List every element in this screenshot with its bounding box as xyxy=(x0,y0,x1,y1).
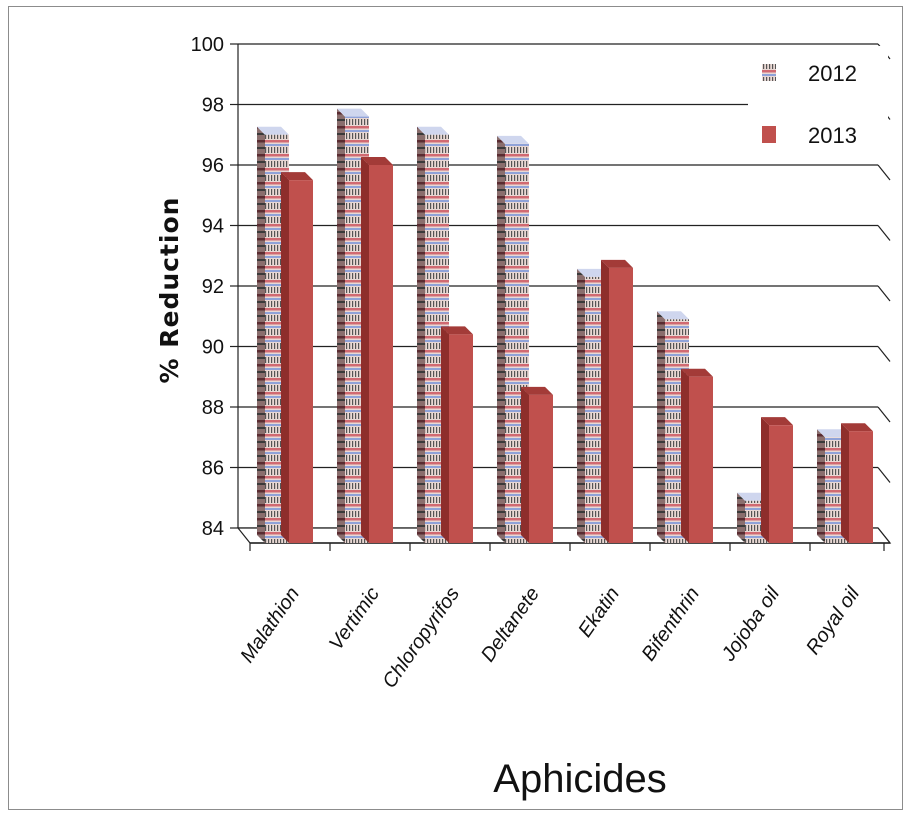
x-category-label: Chloropyrifos xyxy=(378,583,464,692)
bar-2013 xyxy=(369,165,393,543)
bar-2013-top xyxy=(601,259,633,268)
legend-swatch-2013 xyxy=(762,126,776,143)
bar-2013-side xyxy=(681,368,689,543)
gridline-depth xyxy=(877,225,891,241)
bar-2013 xyxy=(849,431,873,543)
y-tick-label: 96 xyxy=(202,155,224,177)
y-tick-label: 84 xyxy=(202,518,224,540)
y-tick-label: 94 xyxy=(202,216,224,238)
bar-2013-side xyxy=(601,259,609,543)
legend-label-2013: 2013 xyxy=(808,123,857,148)
x-category-label: Malathion xyxy=(236,583,304,667)
bar-2013-side xyxy=(841,423,849,543)
gridline-depth xyxy=(877,467,891,483)
y-tick-label: 98 xyxy=(202,95,224,117)
x-category-label: Vertimic xyxy=(325,583,384,654)
y-tick-label: 100 xyxy=(191,34,224,56)
bar-2012-side xyxy=(577,268,585,543)
bar-2012-top xyxy=(337,108,369,117)
bar-2012-side xyxy=(737,492,745,543)
bar-2013-top xyxy=(681,368,713,377)
bar-2012-top xyxy=(257,126,289,135)
bar-2013 xyxy=(609,267,633,543)
bar-2013-top xyxy=(281,172,313,181)
bar-2012-side xyxy=(657,311,665,543)
bar-2013 xyxy=(289,180,313,543)
x-category-label: Ekatin xyxy=(574,583,624,641)
bar-2013-top xyxy=(361,157,393,165)
gridline-depth xyxy=(877,285,891,302)
bar-2013-side xyxy=(441,326,449,543)
bar-2012-side xyxy=(497,135,505,543)
bar-2012-top xyxy=(417,126,449,135)
bar-2013-top xyxy=(841,423,873,432)
x-category-label: Jojoba oil xyxy=(717,583,784,666)
legend-label-2012: 2012 xyxy=(808,61,857,86)
x-category-label: Bifenthrin xyxy=(638,583,704,665)
legend-swatch-2012 xyxy=(762,64,776,81)
gridline-depth xyxy=(877,406,891,423)
bar-2012-side xyxy=(417,126,425,543)
bar-2012-top xyxy=(497,135,529,144)
bar-2013 xyxy=(449,334,473,543)
x-axis-label: Aphicides xyxy=(493,757,666,801)
x-category-label: Deltanete xyxy=(477,583,544,666)
bar-2013 xyxy=(769,425,793,543)
bar-2013-side xyxy=(361,157,369,543)
bar-2013-top xyxy=(441,326,473,335)
y-axis-label: % Reduction xyxy=(155,197,184,384)
bar-2013 xyxy=(529,394,553,543)
bar-2012-top xyxy=(657,311,689,320)
bar-2013-top xyxy=(521,386,553,395)
legend: 2012 2013 xyxy=(748,46,888,164)
bar-2013-side xyxy=(281,172,289,543)
bar-2012-side xyxy=(817,429,825,543)
bar-2012-side xyxy=(337,108,345,543)
gridline-depth xyxy=(877,346,891,362)
bar-2013-top xyxy=(761,417,793,426)
bar-2013-side xyxy=(521,386,529,543)
x-category-label: Royal oil xyxy=(802,583,864,659)
y-tick-label: 86 xyxy=(202,458,224,480)
bar-2013-side xyxy=(761,417,769,543)
gridline-depth xyxy=(877,164,891,181)
y-tick-label: 92 xyxy=(202,276,224,298)
y-tick-label: 90 xyxy=(202,337,224,359)
y-tick-label: 88 xyxy=(202,397,224,419)
bar-2012-side xyxy=(257,126,265,543)
bar-2013 xyxy=(689,376,713,543)
